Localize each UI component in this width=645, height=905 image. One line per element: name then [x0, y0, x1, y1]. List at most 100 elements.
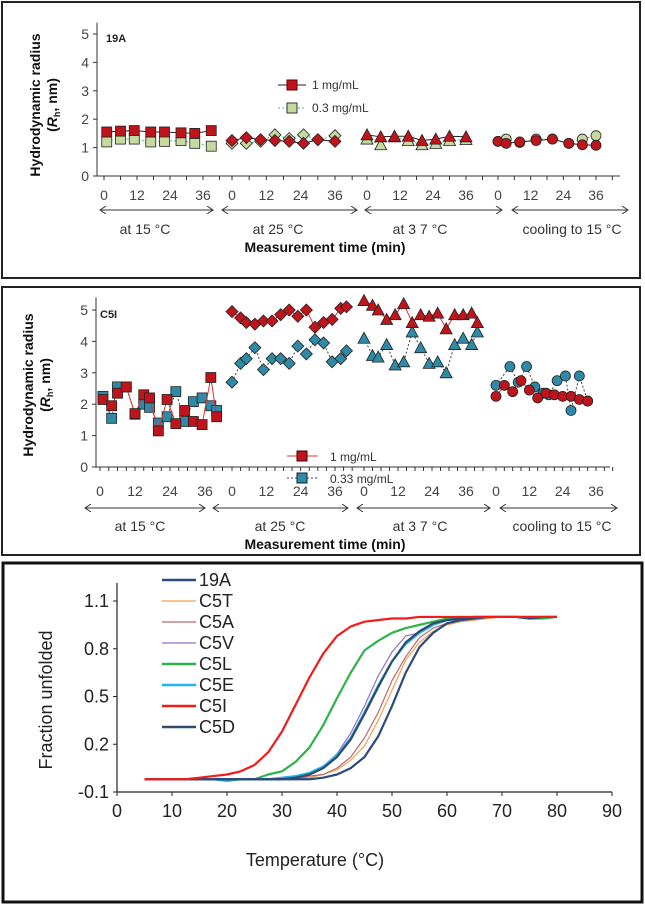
- y-tick-label: 0.5: [84, 687, 109, 707]
- data-point-diamond: [225, 305, 239, 319]
- plot-marks: [97, 293, 594, 437]
- data-point-diamond: [256, 314, 271, 328]
- x-tick-label: 12: [129, 187, 145, 203]
- segment-label: cooling to 15 °C: [523, 221, 622, 237]
- x-tick-label: 20: [217, 801, 237, 821]
- data-point-square: [106, 400, 118, 412]
- x-tick-label: 12: [523, 187, 539, 203]
- x-tick-label: 0: [228, 187, 236, 203]
- legend-label-1mg: 1 mg/mL: [330, 450, 377, 464]
- x-tick-label: 12: [390, 483, 406, 499]
- data-point-triangle: [365, 298, 380, 311]
- data-point-triangle: [447, 337, 462, 350]
- legend: 1 mg/mL 0.3 mg/mL: [278, 78, 369, 115]
- panel-unfolding: -0.10.20.50.81.10 10 20 30 40 50 60 70 80 90 19AC…: [1, 561, 644, 904]
- data-point-square: [205, 125, 217, 136]
- data-point-circle: [515, 375, 527, 387]
- data-point-diamond: [239, 315, 253, 330]
- data-point-triangle: [464, 337, 479, 350]
- data-point-triangle: [413, 340, 428, 354]
- x-tick-label: 36: [588, 187, 604, 203]
- data-point-triangle: [401, 129, 415, 142]
- x-tick-label: 90: [602, 801, 622, 821]
- data-point-circle: [590, 130, 602, 142]
- x-axis-label: Measurement time (min): [244, 239, 405, 255]
- x-tick-label: 24: [424, 483, 440, 499]
- x-tick-label: 50: [382, 801, 402, 821]
- data-point-triangle: [456, 331, 470, 344]
- data-point-diamond: [291, 309, 305, 323]
- y-tick-label: 4: [81, 54, 89, 70]
- y-tick-label: -0.1: [78, 782, 109, 802]
- x-tick-label: 36: [588, 483, 604, 499]
- legend: 1 mg/mL 0.33 mg/mL: [287, 450, 394, 486]
- y-tick-label: 0: [80, 459, 88, 475]
- data-point-triangle: [464, 306, 479, 319]
- y-label-line1: Hydrodynamic radius: [27, 33, 43, 176]
- x-tick-label: 36: [458, 187, 474, 203]
- y-tick-label: 3: [80, 365, 88, 381]
- data-point-diamond: [274, 352, 288, 366]
- x-tick-label: 60: [437, 801, 457, 821]
- y-tick-label: 2: [81, 111, 89, 127]
- y-tick-label: 3: [81, 83, 89, 99]
- x-tick-label: 36: [458, 483, 474, 499]
- data-point-triangle: [413, 307, 428, 321]
- data-point-diamond: [265, 352, 279, 366]
- panel-label: C5I: [100, 309, 117, 321]
- data-point-square: [179, 405, 190, 416]
- data-point-triangle: [371, 350, 385, 363]
- data-point-triangle: [405, 325, 419, 338]
- data-point-triangle: [374, 129, 388, 143]
- data-point-diamond: [282, 303, 296, 317]
- data-point-triangle: [429, 132, 443, 145]
- data-point-triangle: [387, 129, 402, 142]
- x-tick-label: 70: [492, 801, 512, 821]
- data-point-square: [106, 412, 118, 424]
- data-point-circle: [530, 135, 542, 146]
- data-point-circle: [573, 370, 585, 382]
- x-tick-label: 0: [96, 483, 104, 499]
- panel-border: [1, 561, 644, 904]
- y-tick-label: 5: [80, 302, 88, 318]
- y-label-line1: Hydrodynamic radius: [20, 313, 36, 456]
- x-tick-label: 24: [162, 483, 178, 499]
- segment-label: at 25 °C: [255, 518, 306, 534]
- data-point-circle: [500, 137, 512, 149]
- x-tick-label: 24: [425, 187, 441, 203]
- legend-marker-1mg: [296, 450, 308, 462]
- data-point-square: [144, 392, 155, 404]
- x-tick-label: 10: [162, 801, 182, 821]
- data-point-triangle: [470, 315, 485, 328]
- y-label-line2: (Rh, nm): [37, 358, 55, 412]
- data-point-triangle: [379, 337, 394, 350]
- y-tick-label: 0.2: [84, 734, 109, 754]
- segment-label: at 3 7 °C: [393, 518, 448, 534]
- data-point-triangle: [430, 354, 445, 368]
- plot-marks: [101, 125, 602, 152]
- data-point-square: [159, 126, 170, 138]
- data-point-circle: [507, 386, 519, 398]
- data-point-circle: [532, 392, 544, 404]
- data-point-triangle: [459, 129, 473, 143]
- series-line-c5i: [144, 615, 557, 781]
- y-axis-label: Hydrodynamic radius (Rh, nm): [20, 313, 55, 456]
- x-axis-label: Measurement time (min): [244, 536, 405, 552]
- data-point-triangle: [357, 331, 371, 344]
- segment-label: at 15 °C: [120, 221, 171, 237]
- data-point-diamond: [296, 136, 311, 150]
- data-point-triangle: [357, 293, 371, 306]
- data-point-circle: [560, 370, 571, 382]
- data-point-triangle: [442, 129, 457, 142]
- data-point-square: [145, 126, 157, 138]
- data-point-diamond: [299, 303, 313, 317]
- panel-label: 19A: [106, 33, 126, 45]
- data-point-square: [205, 140, 217, 152]
- y-tick-label: 1.1: [84, 591, 109, 611]
- data-point-square: [101, 126, 113, 138]
- data-point-triangle: [439, 322, 453, 335]
- x-tick-label: 40: [327, 801, 347, 821]
- y-tick-label: 2: [80, 396, 88, 412]
